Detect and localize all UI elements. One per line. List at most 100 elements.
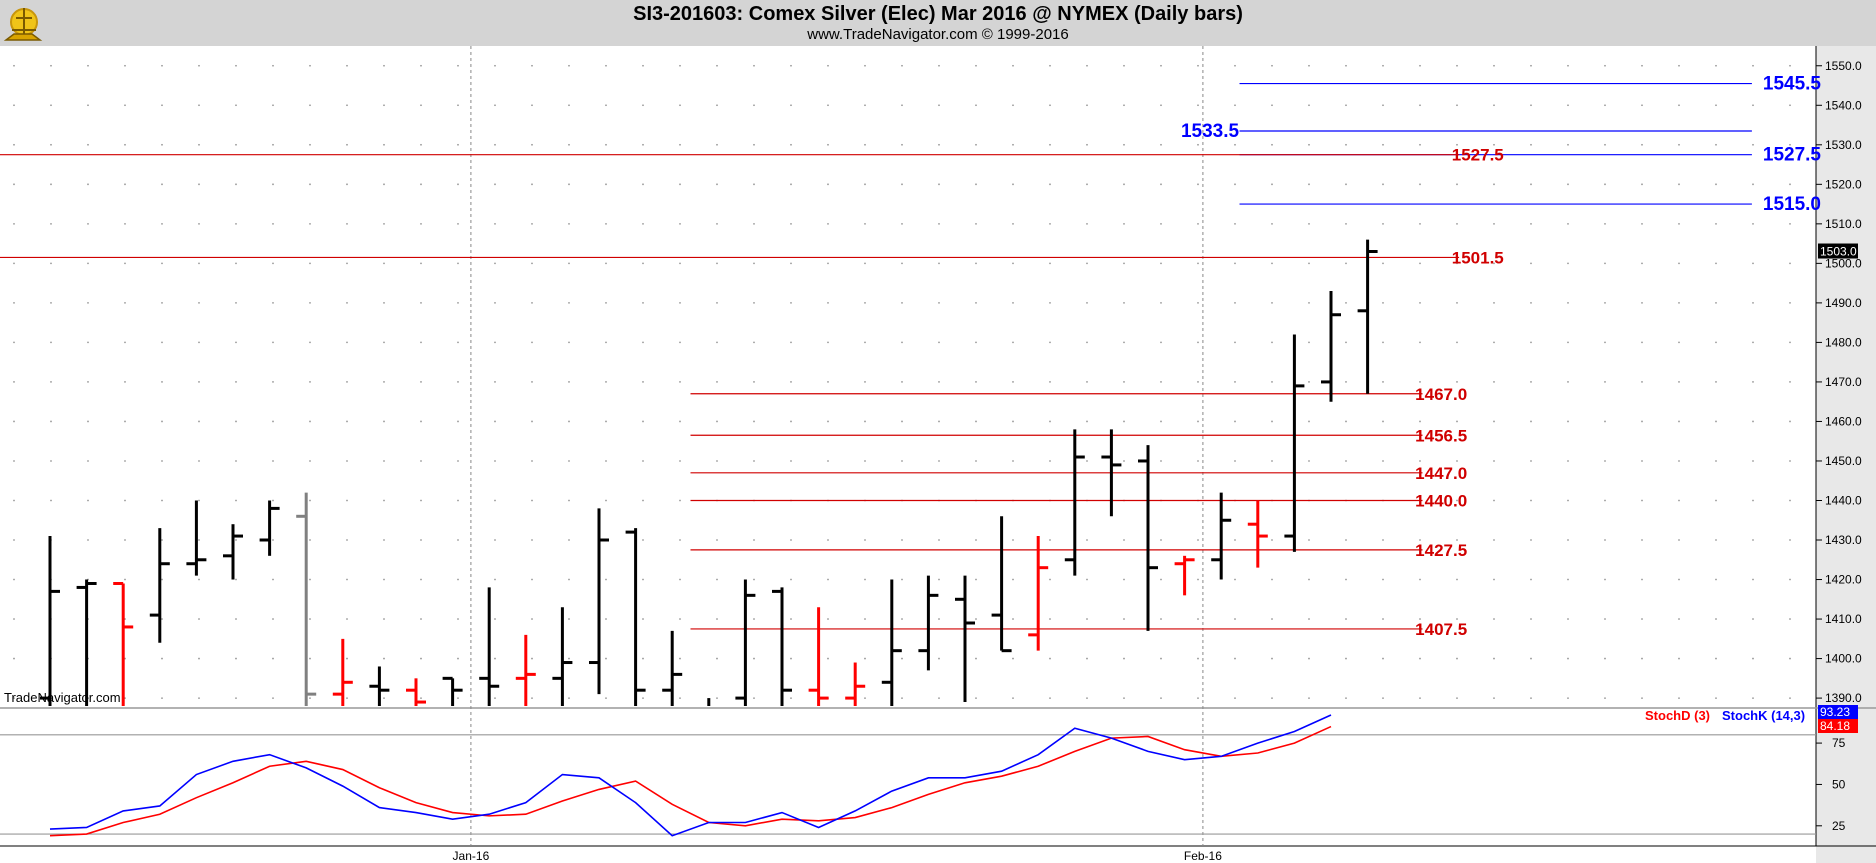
grid-dot [124, 460, 126, 462]
grid-dot [420, 420, 422, 423]
grid-dot [1012, 341, 1014, 344]
grid-dot [568, 499, 570, 502]
grid-dot [790, 618, 792, 620]
grid-dot [161, 657, 163, 660]
grid-dot [1493, 104, 1495, 107]
grid-dot [753, 64, 755, 67]
grid-dot [161, 183, 163, 186]
grid-dot [827, 578, 829, 581]
grid-dot [938, 301, 940, 304]
grid-dot [1271, 618, 1273, 620]
grid-dot [1678, 262, 1680, 265]
grid-dot [642, 460, 644, 462]
grid-dot [420, 222, 422, 225]
grid-dot [938, 539, 940, 541]
grid-dot [531, 183, 533, 186]
grid-dot [1049, 262, 1051, 265]
grid-dot [309, 104, 311, 107]
grid-dot [87, 262, 89, 265]
grid-dot [1382, 143, 1384, 146]
grid-dot [1493, 697, 1495, 699]
stochK-line [49, 714, 1332, 837]
grid-dot [235, 539, 237, 541]
grid-dot [309, 301, 311, 304]
level-label: 1467.0 [1415, 385, 1467, 404]
grid-dot [679, 460, 681, 462]
grid-dot [1678, 381, 1680, 383]
grid-dot [457, 64, 459, 67]
grid-dot [1678, 499, 1680, 502]
grid-dot [1789, 578, 1791, 581]
grid-dot [1086, 381, 1088, 383]
grid-dot [457, 301, 459, 304]
grid-dot [827, 104, 829, 107]
grid-dot [383, 183, 385, 186]
ohlc-bar [40, 536, 60, 706]
grid-dot [1493, 341, 1495, 344]
grid-dot [975, 539, 977, 541]
grid-dot [1604, 539, 1606, 541]
grid-dot [827, 183, 829, 186]
grid-dot [1530, 618, 1532, 620]
grid-dot [1049, 539, 1051, 541]
grid-dot [87, 143, 89, 146]
grid-dot [50, 183, 52, 186]
grid-dot [1567, 301, 1569, 304]
grid-dot [1567, 697, 1569, 699]
grid-dot [420, 262, 422, 265]
grid-dot [1271, 420, 1273, 423]
grid-dot [938, 341, 940, 344]
grid-dot [531, 420, 533, 423]
grid-dot [1234, 143, 1236, 146]
grid-dot [1456, 618, 1458, 620]
ohlc-bar [991, 516, 1012, 653]
grid-dot [1530, 222, 1532, 225]
chart-header: SI3-201603: Comex Silver (Elec) Mar 2016… [0, 0, 1876, 46]
grid-dot [1160, 578, 1162, 581]
grid-dot [1493, 657, 1495, 660]
ohlc-bar [515, 634, 536, 706]
grid-dot [1419, 539, 1421, 541]
grid-dot [1678, 104, 1680, 107]
price-tick-label: 1390.0 [1825, 691, 1862, 705]
grid-dot [161, 143, 163, 146]
grid-dot [938, 697, 940, 699]
grid-dot [1308, 381, 1310, 383]
ohlc-bar [845, 662, 866, 706]
grid-dot [309, 381, 311, 383]
grid-dot [1160, 381, 1162, 383]
grid-dot [753, 104, 755, 107]
grid-dot [161, 64, 163, 67]
grid-dot [864, 539, 866, 541]
grid-dot [605, 460, 607, 462]
stoch-tick-label: 75 [1832, 736, 1846, 750]
ohlc-bar [76, 579, 97, 706]
ohlc-bar [662, 630, 683, 706]
trade-navigator-logo-icon [3, 8, 43, 41]
grid-dot [568, 420, 570, 423]
grid-dot [50, 499, 52, 502]
grid-dot [1234, 381, 1236, 383]
grid-dot [605, 499, 607, 502]
grid-dot [1382, 697, 1384, 699]
grid-dot [1271, 64, 1273, 67]
grid-dot [494, 262, 496, 265]
grid-dot [124, 104, 126, 107]
grid-dot [309, 618, 311, 620]
grid-dot [1530, 143, 1532, 146]
grid-dot [568, 381, 570, 383]
grid-dot [198, 341, 200, 344]
grid-dot [1715, 657, 1717, 660]
grid-dot [13, 222, 15, 225]
grid-dot [1530, 539, 1532, 541]
grid-dot [87, 64, 89, 67]
ohlc-bar [1028, 536, 1049, 651]
grid-dot [383, 499, 385, 502]
grid-dot [420, 104, 422, 107]
grid-dot [1049, 578, 1051, 581]
grid-dot [272, 499, 274, 502]
grid-dot [531, 262, 533, 265]
grid-dot [1789, 262, 1791, 265]
ohlc-bar [625, 528, 646, 706]
level-label: 1427.5 [1415, 541, 1467, 560]
